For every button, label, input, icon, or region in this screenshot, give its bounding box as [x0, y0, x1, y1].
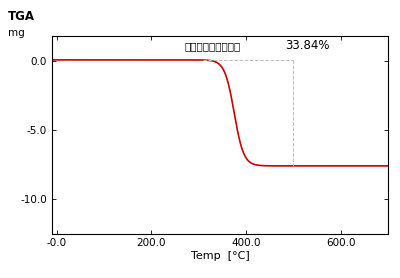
Text: エポキシ樹脂の分解: エポキシ樹脂の分解 — [185, 41, 241, 51]
Text: mg: mg — [8, 28, 25, 38]
X-axis label: Temp  [°C]: Temp [°C] — [191, 251, 249, 261]
Text: 33.84%: 33.84% — [285, 39, 330, 52]
Text: TGA: TGA — [8, 11, 35, 23]
